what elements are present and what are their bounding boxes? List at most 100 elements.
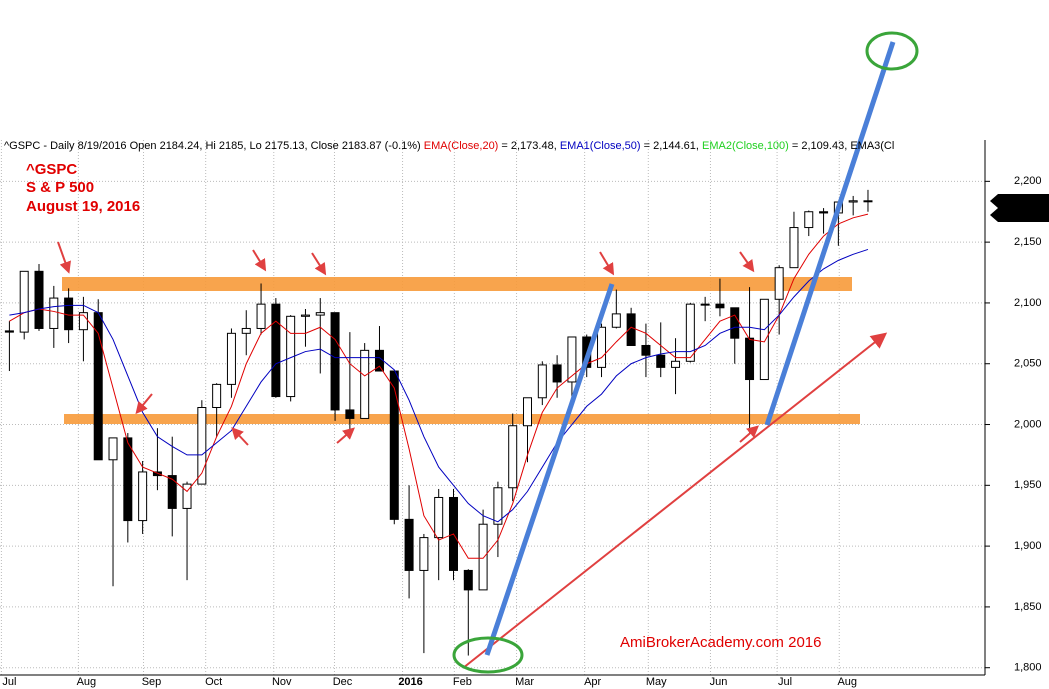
candle-body — [404, 518, 414, 571]
header-text: = 2,144.61, — [644, 140, 699, 152]
y-tick-label: 1,900 — [1014, 540, 1042, 552]
marks — [4, 189, 873, 656]
candle-body — [759, 298, 769, 381]
legend-entry: EMA2(Close,100) — [702, 140, 789, 152]
candle-body — [389, 370, 399, 520]
arrow — [252, 249, 267, 272]
candle-body — [656, 354, 666, 368]
legend-entry: EMA(Close,20) — [424, 140, 499, 152]
candle-body — [241, 327, 251, 334]
legend-entry: EMA1(Close,50) — [560, 140, 641, 152]
candle-body — [4, 330, 14, 333]
price-tag-label: 2,183.87 — [1000, 209, 1043, 221]
x-tick-label: May — [646, 676, 667, 688]
arrow — [739, 251, 755, 273]
candle-body — [685, 303, 695, 362]
y-tick-label: 2,150 — [1014, 236, 1042, 248]
y-tick-label: 1,950 — [1014, 479, 1042, 491]
candle-body — [271, 303, 281, 398]
price-tag: 2,183.87 — [990, 193, 1049, 208]
candle-body — [197, 407, 207, 485]
candle-body — [419, 537, 429, 571]
candle-body — [671, 360, 681, 368]
title: August 19, 2016 — [26, 198, 140, 215]
candle-body — [774, 267, 784, 300]
price-tag-box — [990, 193, 1049, 208]
x-tick-label: 2016 — [398, 676, 422, 688]
candle-body — [819, 211, 829, 214]
candle-body — [626, 313, 636, 346]
x-tick-label: Aug — [77, 676, 97, 688]
annotations — [57, 241, 888, 669]
y-tick-label: 1,800 — [1014, 662, 1042, 674]
candle-body — [463, 569, 473, 591]
resistance-band — [62, 277, 852, 291]
candle-body — [108, 437, 118, 461]
candle-body — [537, 364, 547, 399]
header: ^GSPC - Daily 8/19/2016 Open 2184.24, Hi… — [4, 140, 894, 152]
y-tick-label: 2,200 — [1014, 175, 1042, 187]
candle-body — [804, 211, 814, 229]
watermark: AmiBrokerAcademy.com 2016 — [620, 634, 821, 651]
highlight-circle — [865, 31, 919, 71]
arrow — [57, 241, 71, 274]
title: S & P 500 — [26, 179, 94, 196]
y-tick-label: 1,850 — [1014, 601, 1042, 613]
x-tick-label: Feb — [453, 676, 472, 688]
ema-line — [9, 213, 869, 559]
candle-body — [552, 364, 562, 383]
price-tag: 2,183.87 — [990, 207, 1049, 222]
ema-line — [9, 248, 869, 523]
header-text: = 2,109.43, EMA3(Cl — [792, 140, 894, 152]
arrow — [739, 425, 760, 443]
arrow — [231, 427, 249, 446]
x-tick-label: Aug — [837, 676, 857, 688]
candle-body — [19, 270, 29, 333]
x-tick-label: Jun — [710, 676, 728, 688]
trend-line — [462, 332, 888, 669]
support-band — [64, 414, 860, 424]
candle-body — [848, 200, 858, 203]
y-tick-label: 2,100 — [1014, 297, 1042, 309]
candle-body — [345, 409, 355, 419]
arrow — [135, 393, 153, 415]
candle-body — [300, 314, 310, 317]
candle-body — [478, 523, 488, 591]
candle-body — [730, 307, 740, 339]
candle-body — [508, 425, 518, 489]
candle-body — [745, 337, 755, 381]
candle-body — [523, 397, 533, 427]
candle-body — [78, 312, 88, 331]
x-tick-label: Nov — [272, 676, 292, 688]
candle-body — [863, 200, 873, 203]
candle-body — [434, 496, 444, 539]
header-text: ^GSPC - Daily 8/19/2016 Open 2184.24, Hi… — [4, 140, 421, 152]
candle-body — [567, 336, 577, 383]
candle-body — [360, 349, 370, 419]
candle-body — [597, 326, 607, 368]
candle-body — [493, 487, 503, 525]
x-tick-label: Dec — [333, 676, 353, 688]
trend-line — [484, 283, 615, 656]
candle-body — [700, 303, 710, 306]
y-tick-label: 2,050 — [1014, 358, 1042, 370]
candle-body — [34, 270, 44, 329]
trend-line — [764, 41, 896, 426]
candle-body — [49, 297, 59, 329]
candle-body — [182, 483, 192, 509]
candle-body — [315, 312, 325, 316]
arrow — [336, 427, 356, 444]
candle-body — [256, 303, 266, 329]
candle-body — [330, 312, 340, 411]
price-tag-label: 2,183.87 — [1000, 195, 1043, 207]
x-tick-label: Oct — [205, 676, 222, 688]
x-tick-label: Sep — [142, 676, 162, 688]
price-tag-box — [990, 207, 1049, 222]
candle-body — [152, 471, 162, 477]
candle-body — [789, 227, 799, 269]
candle-body — [123, 437, 133, 522]
candle-body — [64, 297, 74, 331]
candle-body — [167, 475, 177, 509]
x-tick-label: Apr — [584, 676, 601, 688]
